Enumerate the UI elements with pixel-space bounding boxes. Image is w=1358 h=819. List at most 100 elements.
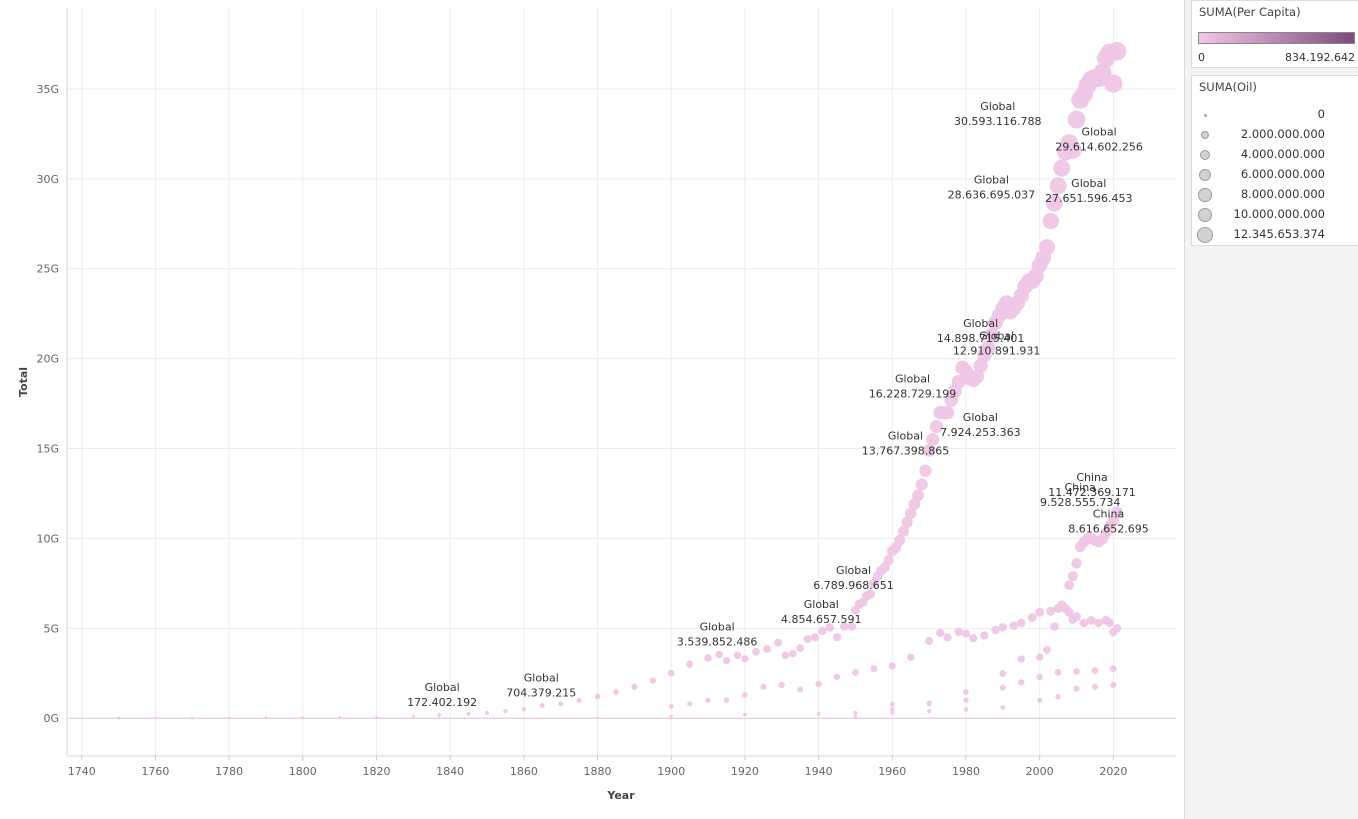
- baseline-point: [839, 717, 842, 720]
- baseline-point: [736, 717, 739, 720]
- baseline-point: [832, 717, 835, 720]
- point-label-series: Global: [895, 372, 930, 385]
- baseline-point: [460, 717, 463, 720]
- series-point: [1105, 618, 1115, 628]
- baseline-point: [939, 717, 942, 720]
- global-point: [752, 647, 760, 656]
- baseline-point: [843, 717, 846, 720]
- series-point: [1037, 697, 1043, 703]
- baseline-point: [1038, 717, 1041, 720]
- baseline-point: [659, 717, 662, 720]
- baseline-point: [1097, 717, 1100, 720]
- series-point: [1072, 612, 1081, 622]
- baseline-point: [541, 717, 544, 720]
- baseline-point: [906, 717, 908, 720]
- baseline-point: [493, 717, 496, 720]
- baseline-point: [390, 717, 393, 720]
- size-legend-dot: [1197, 227, 1213, 243]
- global-point: [338, 716, 342, 720]
- baseline-point: [836, 717, 838, 720]
- baseline-point: [441, 717, 444, 720]
- baseline-point: [1053, 717, 1056, 720]
- baseline-point: [574, 717, 577, 720]
- global-point: [437, 713, 441, 717]
- global-point: [796, 644, 805, 653]
- baseline-point: [128, 717, 131, 720]
- y-axis-title: Total: [17, 367, 30, 397]
- baseline-point: [869, 717, 872, 720]
- baseline-point: [780, 717, 783, 720]
- global-point: [883, 554, 894, 566]
- baseline-point: [272, 717, 275, 720]
- baseline-point: [942, 717, 945, 720]
- baseline-point: [972, 717, 975, 720]
- baseline-point: [511, 717, 514, 720]
- baseline-point: [1082, 717, 1085, 720]
- x-tick-label: 1760: [141, 765, 169, 778]
- axes: 0G 5G 10G 15G 20G 25G 30G 35G 1740 1760 1780 1800 18…: [17, 8, 1176, 802]
- baseline-point: [467, 717, 470, 720]
- baseline-point: [998, 717, 1001, 720]
- baseline-point: [1064, 717, 1067, 720]
- baseline-point: [961, 717, 964, 720]
- baseline-point: [990, 717, 993, 720]
- global-point: [825, 623, 834, 632]
- baseline-point: [950, 717, 953, 720]
- size-legend-dot: [1199, 149, 1211, 161]
- point-label-series: Global: [980, 100, 1015, 113]
- baseline-point: [747, 717, 750, 720]
- point-label-series: Global: [524, 672, 559, 685]
- baseline-point: [592, 717, 595, 720]
- baseline-point: [246, 717, 249, 720]
- baseline-point: [1094, 717, 1096, 720]
- baseline-point: [685, 717, 687, 720]
- baseline-point: [515, 717, 518, 720]
- baseline-point: [548, 717, 551, 720]
- point-label-series: Global: [963, 317, 998, 330]
- baseline-point: [482, 717, 485, 720]
- series-point: [925, 636, 934, 645]
- baseline-point: [423, 717, 426, 720]
- global-point: [1053, 159, 1071, 177]
- baseline-point: [1057, 717, 1059, 720]
- baseline-point: [497, 717, 499, 720]
- baseline-point: [729, 717, 732, 720]
- series-point: [1091, 683, 1098, 690]
- baseline-point: [486, 717, 488, 720]
- baseline-point: [287, 717, 289, 720]
- global-point: [915, 478, 928, 491]
- baseline-point: [261, 717, 264, 720]
- baseline-point: [279, 717, 282, 720]
- color-legend[interactable]: SUMA(Per Capita) 0 834.192.642: [1191, 0, 1358, 68]
- global-point: [667, 669, 675, 677]
- baseline-point: [500, 717, 503, 720]
- global-point: [117, 716, 121, 720]
- x-axis-title: Year: [606, 789, 635, 802]
- baseline-point: [1060, 717, 1063, 720]
- global-point: [558, 701, 564, 707]
- global-point: [301, 716, 305, 720]
- baseline-point: [644, 717, 647, 720]
- point-label-series: Global: [836, 564, 871, 577]
- point-label-value: 13.767.398.865: [862, 445, 949, 458]
- global-point: [733, 651, 742, 660]
- size-legend[interactable]: SUMA(Oil) 0 2.000.000.000 4.000.000.000 6.0…: [1191, 75, 1358, 246]
- y-tick-label: 30G: [36, 173, 59, 186]
- baseline-point: [364, 717, 367, 720]
- series-point: [1054, 668, 1062, 676]
- size-legend-row: 10.000.000.000: [1192, 206, 1358, 224]
- size-legend-row: 6.000.000.000: [1192, 166, 1358, 184]
- baseline-point: [158, 717, 161, 720]
- global-point: [715, 650, 723, 659]
- global-point: [466, 711, 471, 716]
- baseline-point: [169, 717, 172, 720]
- china-point: [1111, 506, 1123, 518]
- baseline-point: [688, 717, 691, 720]
- baseline-point: [751, 717, 754, 720]
- baseline-point: [699, 717, 702, 720]
- point-label-series: Global: [1071, 177, 1106, 190]
- baseline-point: [475, 717, 477, 720]
- baseline-point: [371, 717, 374, 720]
- baseline-point: [382, 717, 385, 720]
- baseline-point: [349, 717, 352, 720]
